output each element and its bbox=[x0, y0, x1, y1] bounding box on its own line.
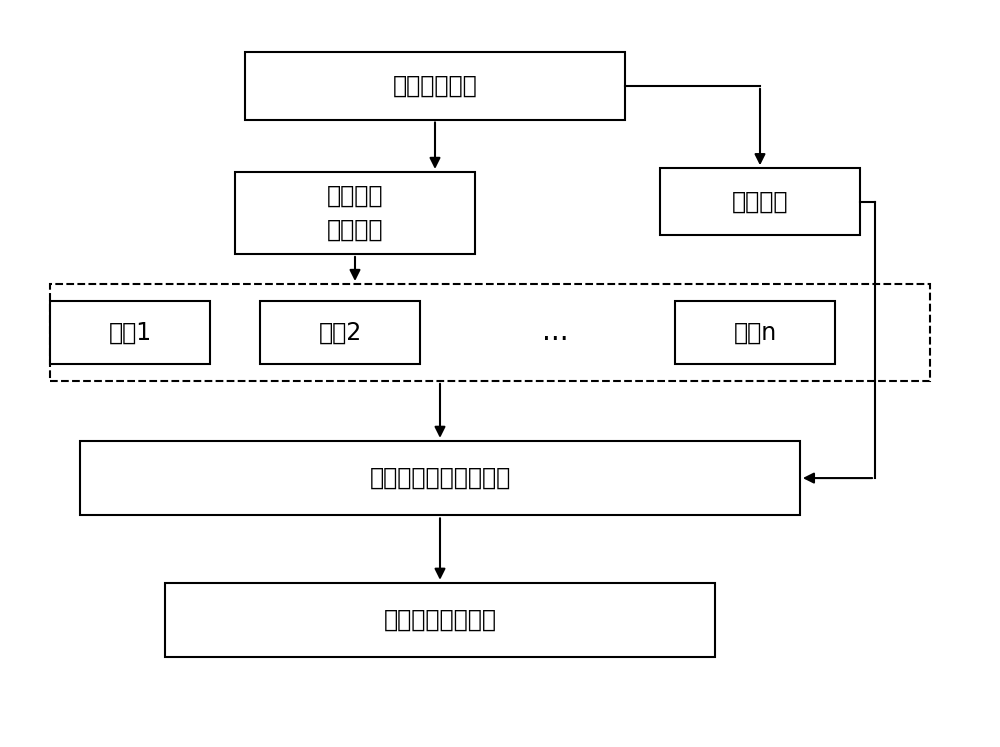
Bar bbox=[675, 301, 835, 364]
Text: 计算综合决策矩阵: 计算综合决策矩阵 bbox=[384, 608, 496, 632]
Bar bbox=[245, 52, 625, 120]
Text: 模型n: 模型n bbox=[733, 320, 777, 344]
Text: 构建特征数据: 构建特征数据 bbox=[393, 74, 477, 98]
Bar bbox=[50, 301, 210, 364]
Bar bbox=[50, 284, 930, 381]
Text: 分组后的
训练样本: 分组后的 训练样本 bbox=[327, 185, 383, 241]
Bar bbox=[660, 168, 860, 235]
Text: 模型1: 模型1 bbox=[108, 320, 152, 344]
Text: 统计每个模型辨识结果: 统计每个模型辨识结果 bbox=[369, 466, 511, 490]
Bar bbox=[235, 172, 475, 254]
Text: ...: ... bbox=[542, 318, 568, 347]
Bar bbox=[165, 583, 715, 657]
Bar bbox=[80, 441, 800, 515]
Text: 整定数据: 整定数据 bbox=[732, 190, 788, 214]
Bar bbox=[260, 301, 420, 364]
Text: 模型2: 模型2 bbox=[318, 320, 362, 344]
